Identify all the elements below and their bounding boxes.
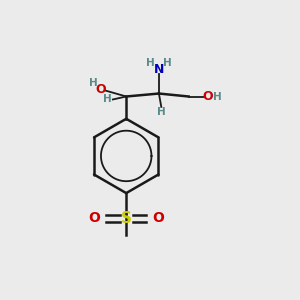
Text: H: H xyxy=(146,58,154,68)
Text: O: O xyxy=(202,90,213,103)
Text: H: H xyxy=(103,94,112,104)
Text: H: H xyxy=(163,58,172,68)
Text: H: H xyxy=(213,92,222,102)
Text: H: H xyxy=(157,107,166,117)
Text: O: O xyxy=(88,212,101,225)
Text: O: O xyxy=(152,212,164,225)
Text: H: H xyxy=(89,78,98,88)
Text: O: O xyxy=(96,82,106,96)
Text: S: S xyxy=(121,211,132,226)
Text: N: N xyxy=(154,63,164,76)
